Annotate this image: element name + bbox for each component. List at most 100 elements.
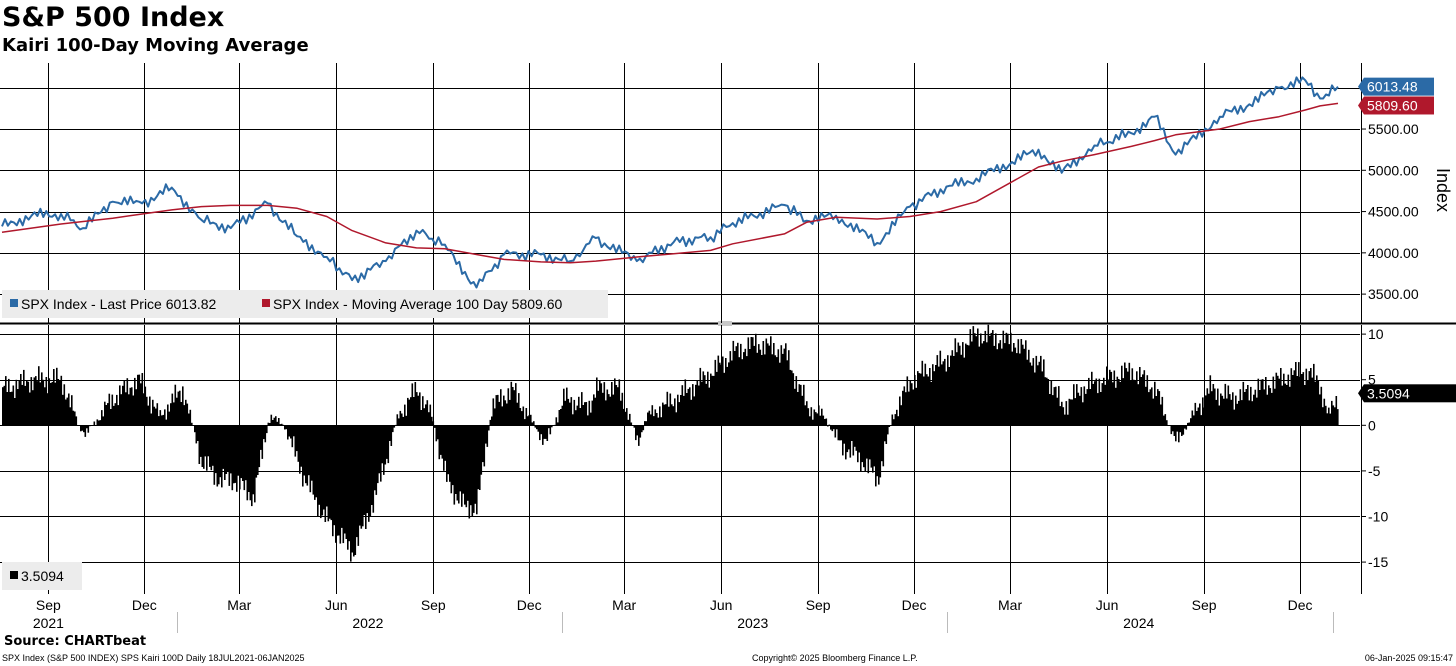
moving-average-flag-box: [1364, 96, 1434, 115]
kairi-bar: [606, 389, 609, 426]
kairi-bar: [801, 395, 804, 426]
kairi-bar: [1019, 353, 1021, 426]
kairi-bar: [443, 425, 445, 471]
kairi-bar: [248, 425, 250, 492]
kairi-bar: [723, 372, 726, 426]
kairi-bar: [171, 393, 174, 426]
kairi-bar: [357, 425, 360, 546]
kairi-bar: [725, 358, 727, 426]
kairi-bar: [611, 382, 613, 426]
kairi-bar: [201, 425, 204, 467]
kairi-bar: [513, 390, 516, 426]
kairi-bar: [299, 425, 301, 474]
kairi-bar: [1095, 378, 1098, 426]
kairi-bar: [902, 390, 904, 426]
kairi-bar: [1274, 388, 1276, 426]
kairi-bar: [1124, 362, 1126, 426]
kairi-bar: [609, 396, 612, 426]
kairi-bar: [446, 425, 448, 482]
kairi-bar: [672, 406, 675, 426]
x-year-label: 2021: [33, 615, 64, 631]
kairi-bar: [518, 393, 520, 426]
kairi-bar: [1169, 425, 1171, 426]
kairi-bar: [1104, 384, 1107, 426]
kairi-bar: [93, 421, 96, 426]
kairi-bar: [408, 399, 411, 426]
kairi-bar: [236, 425, 238, 492]
kairi-bar: [1031, 365, 1033, 426]
kairi-bar: [786, 360, 789, 426]
kairi-bar: [92, 425, 94, 426]
kairi-bar: [1194, 402, 1197, 426]
kairi-bar: [1017, 339, 1020, 426]
kairi-bar: [1208, 393, 1210, 426]
kairi-bar: [522, 406, 525, 426]
kairi-bar: [590, 412, 592, 426]
y-tick-label: -10: [1368, 508, 1388, 524]
kairi-bar: [74, 411, 76, 426]
kairi-flag-box: [1364, 384, 1456, 403]
x-month-label: Sep: [1192, 597, 1217, 613]
kairi-bar: [1106, 366, 1108, 426]
kairi-bar: [392, 425, 394, 433]
kairi-bar: [104, 401, 106, 426]
kairi-bar: [693, 396, 696, 426]
kairi-bar: [1220, 393, 1222, 426]
kairi-bar: [108, 393, 111, 426]
kairi-bar: [597, 390, 600, 426]
kairi-bar: [372, 425, 375, 513]
kairi-bar: [782, 353, 784, 426]
kairi-bar: [1311, 377, 1314, 426]
kairi-bar: [1266, 394, 1269, 426]
kairi-bar: [1059, 406, 1062, 426]
kairi-bar: [348, 425, 351, 542]
kairi-bar: [1079, 395, 1081, 426]
kairi-bar: [1113, 370, 1116, 426]
kairi-bar: [608, 394, 610, 426]
kairi-bar: [654, 409, 657, 426]
kairi-bar: [639, 425, 642, 438]
kairi-bar: [35, 376, 37, 426]
kairi-bar: [777, 349, 780, 426]
kairi-bar: [627, 419, 630, 426]
kairi-bar: [675, 412, 678, 426]
kairi-bar: [624, 411, 627, 426]
kairi-bar: [837, 425, 840, 441]
kairi-bar: [290, 425, 292, 439]
kairi-bar: [1055, 386, 1057, 426]
kairi-bar: [140, 383, 142, 426]
kairi-bar: [1112, 382, 1114, 426]
kairi-bar: [161, 415, 163, 426]
last-price-flag-box: [1364, 77, 1434, 96]
kairi-bar: [612, 394, 615, 426]
kairi-bar: [822, 415, 825, 426]
kairi-bar: [135, 389, 138, 426]
kairi-bar: [792, 373, 795, 426]
kairi-bar: [984, 330, 987, 426]
kairi-bar: [371, 425, 373, 505]
kairi-bar: [485, 425, 487, 444]
x-month-label: Mar: [998, 597, 1022, 613]
kairi-bar: [36, 381, 39, 426]
kairi-bar: [575, 410, 577, 426]
kairi-bar: [278, 418, 280, 426]
kairi-bar: [1073, 384, 1075, 426]
kairi-bar: [1202, 397, 1204, 426]
kairi-bar: [854, 425, 856, 447]
kairi-bar: [447, 425, 450, 475]
kairi-bar: [908, 391, 910, 426]
kairi-bar: [635, 425, 637, 441]
kairi-bar: [1086, 389, 1089, 426]
kairi-bar: [618, 379, 621, 426]
kairi-bar: [203, 425, 205, 469]
kairi-bar: [77, 425, 79, 426]
kairi-bar: [398, 418, 400, 426]
kairi-bar: [1244, 392, 1246, 426]
kairi-bar: [774, 355, 777, 426]
kairi-bar: [650, 414, 652, 426]
kairi-bar: [1268, 385, 1270, 426]
kairi-bar: [1082, 402, 1084, 426]
kairi-bar: [318, 425, 321, 505]
kairi-bar: [1029, 362, 1032, 426]
kairi-bar: [495, 395, 498, 426]
